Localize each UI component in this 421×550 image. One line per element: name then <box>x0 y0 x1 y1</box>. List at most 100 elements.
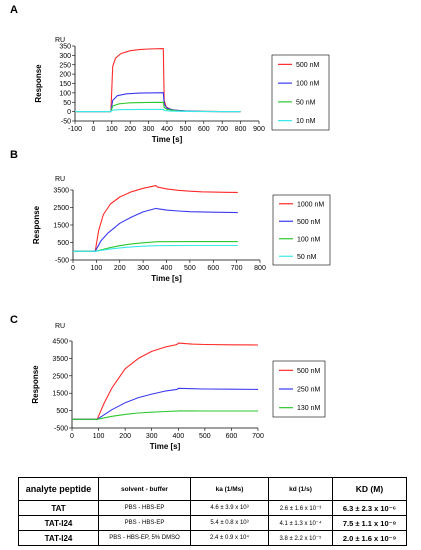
y-tick-label: 300 <box>59 53 71 60</box>
cell-KD: 6.3 ± 2.3 x 10⁻⁶ <box>332 500 407 516</box>
legend-label: 100 nM <box>297 236 321 243</box>
legend-box <box>272 194 331 266</box>
series-line-50-nm <box>73 244 238 252</box>
y-tick-label: 50 <box>63 100 71 107</box>
legend-label: 50 nM <box>296 99 316 106</box>
x-axis-title: Time [s] <box>152 135 183 144</box>
kinetics-table: analyte peptide solvent - buffer ka (1/M… <box>18 477 407 546</box>
x-tick-label: 300 <box>143 126 155 133</box>
cell-solvent: PBS - HBS-EP <box>98 500 191 516</box>
x-tick-label: 700 <box>252 433 264 440</box>
y-tick-label: 500 <box>56 408 68 415</box>
y-tick-label: 500 <box>57 240 69 247</box>
table-row: TAT-I24 PBS - HBS-EP 5.4 ± 0.8 x 10³ 4.1… <box>18 515 407 531</box>
series-line-500-nm <box>72 342 259 420</box>
y-tick-label: 3500 <box>52 356 68 363</box>
y-tick-label: -50 <box>61 119 71 126</box>
x-tick-label: 100 <box>91 265 103 272</box>
x-tick-label: 500 <box>180 126 192 133</box>
chart-panel-c: C RU -500 500 1500 2500 3500 4500 0 100 200 300 400 5… <box>10 314 326 451</box>
legend-box <box>271 54 330 131</box>
cell-solvent: PBS - HBS-EP <box>98 515 191 531</box>
series-line-250-nm <box>72 387 259 420</box>
legend-label: 100 nM <box>296 81 320 88</box>
cell-kd: 4.1 ± 1.3 x 10⁻⁴ <box>268 515 333 531</box>
series-line-1000-nm <box>73 185 238 252</box>
x-tick-label: 900 <box>253 126 265 133</box>
x-tick-label: 0 <box>91 126 95 133</box>
x-tick-label: 600 <box>198 126 210 133</box>
y-tick-label: -500 <box>54 426 68 433</box>
y-tick-label: 2500 <box>53 205 69 212</box>
x-tick-label: 800 <box>235 126 247 133</box>
unit-label: RU <box>55 37 65 44</box>
y-tick-label: 100 <box>59 90 71 97</box>
legend-label: 1000 nM <box>297 201 324 208</box>
y-tick-label: 3500 <box>53 188 69 195</box>
y-tick-label: 200 <box>59 72 71 79</box>
series-line-10-nm <box>75 108 241 113</box>
series-line-500-nm <box>73 207 238 252</box>
y-axis-title: Response <box>31 365 40 404</box>
cell-solvent: PBS - HBS-EP, 5% DMSO <box>98 530 191 546</box>
x-tick-label: 400 <box>161 265 173 272</box>
cell-peptide: TAT-I24 <box>18 515 99 531</box>
x-tick-label: 100 <box>106 126 118 133</box>
header-ka: ka (1/Ms) <box>190 477 269 501</box>
table-row: TAT PBS - HBS-EP 4.6 ± 3.9 x 10³ 2.6 ± 1… <box>18 500 407 516</box>
y-tick-label: 150 <box>59 81 71 88</box>
y-axis-title: Response <box>34 64 43 103</box>
header-kd: kd (1/s) <box>268 477 333 501</box>
series-line-130-nm <box>72 410 258 420</box>
header-peptide: analyte peptide <box>18 477 99 501</box>
y-axis-title: Response <box>32 205 41 244</box>
legend-label: 50 nM <box>297 254 317 261</box>
cell-ka: 2.4 ± 0.9 x 10⁴ <box>190 530 269 546</box>
series-line-50-nm <box>75 101 241 113</box>
legend-label: 500 nM <box>297 219 321 226</box>
x-tick-label: 200 <box>119 433 131 440</box>
x-tick-label: 500 <box>184 265 196 272</box>
header-solvent: solvent - buffer <box>98 477 191 501</box>
panel-label: C <box>10 314 18 326</box>
unit-label: RU <box>55 323 65 330</box>
x-tick-label: 400 <box>161 126 173 133</box>
x-tick-label: 400 <box>172 433 184 440</box>
y-tick-label: 1500 <box>52 391 68 398</box>
x-tick-label: 500 <box>199 433 211 440</box>
legend-label: 500 nM <box>297 368 321 375</box>
x-axis-title: Time [s] <box>151 274 182 283</box>
x-tick-label: 600 <box>226 433 238 440</box>
cell-KD: 2.0 ± 1.6 x 10⁻⁹ <box>332 530 407 546</box>
y-tick-label: 4500 <box>52 339 68 346</box>
x-tick-label: 0 <box>71 265 75 272</box>
series-line-100-nm <box>73 241 238 252</box>
x-tick-label: 800 <box>254 265 266 272</box>
x-tick-label: 300 <box>146 433 158 440</box>
x-tick-label: 100 <box>93 433 105 440</box>
x-axis-title: Time [s] <box>150 442 181 451</box>
y-tick-label: 350 <box>59 44 71 51</box>
cell-ka: 4.6 ± 3.9 x 10³ <box>190 500 269 516</box>
cell-kd: 2.6 ± 1.6 x 10⁻³ <box>268 500 333 516</box>
cell-peptide: TAT <box>18 500 99 516</box>
y-tick-label: 0 <box>67 109 71 116</box>
x-tick-label: 200 <box>114 265 126 272</box>
cell-peptide: TAT-I24 <box>18 530 99 546</box>
x-tick-label: 700 <box>216 126 228 133</box>
cell-ka: 5.4 ± 0.8 x 10³ <box>190 515 269 531</box>
legend-label: 10 nM <box>296 118 316 125</box>
legend-label: 500 nM <box>296 62 320 69</box>
panel-label: A <box>10 4 18 16</box>
x-tick-label: -100 <box>68 126 82 133</box>
x-tick-label: 600 <box>207 265 219 272</box>
header-KD: KD (M) <box>332 477 407 501</box>
chart-panel-b: B RU -500 500 1500 2500 3500 0 100 200 300 400 500 60… <box>10 149 331 283</box>
panel-label: B <box>10 149 18 161</box>
chart-panel-a: A RU -50 0 50 100 150 200 250 300 350 -100 0 100 200 30… <box>10 4 330 144</box>
x-tick-label: 200 <box>124 126 136 133</box>
y-tick-label: -500 <box>55 258 69 265</box>
cell-kd: 3.8 ± 2.2 x 10⁻⁵ <box>268 530 333 546</box>
y-tick-label: 2500 <box>52 373 68 380</box>
